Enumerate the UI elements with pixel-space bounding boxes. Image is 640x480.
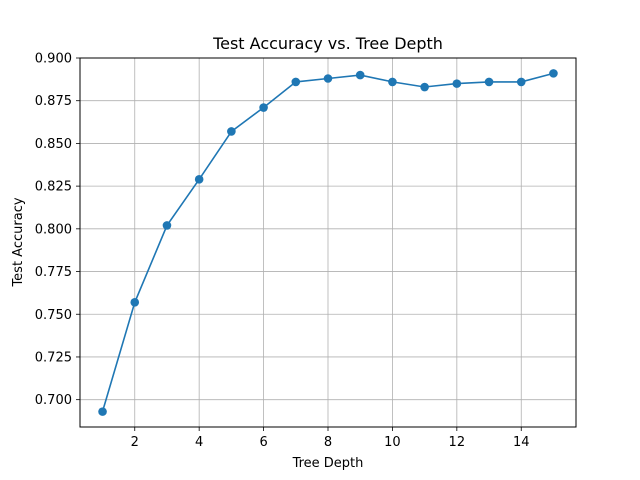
- data-point: [452, 79, 462, 88]
- y-tick-label: 0.750: [35, 308, 72, 323]
- data-point: [355, 70, 365, 80]
- axis-ticks: 2 4 6 8 10 12 14 0.700 0.725 0.750 0.775 0.800 0.825…: [35, 52, 530, 451]
- y-tick-label: 0.725: [35, 350, 72, 365]
- plot-frame: [79, 57, 577, 428]
- x-tick-label: 2: [131, 435, 139, 450]
- data-point: [162, 221, 172, 230]
- data-point: [516, 77, 526, 87]
- data-series: [98, 69, 558, 416]
- data-point: [98, 407, 107, 416]
- data-point: [420, 82, 429, 92]
- data-point: [130, 297, 140, 307]
- data-point: [323, 74, 333, 83]
- data-point: [194, 174, 204, 184]
- y-tick-label: 0.825: [35, 180, 72, 195]
- x-tick-label: 6: [259, 435, 267, 450]
- x-tick-label: 8: [324, 435, 332, 450]
- x-tick-label: 12: [449, 435, 466, 450]
- y-tick-label: 0.775: [35, 265, 72, 280]
- chart-title: Test Accuracy vs. Tree Depth: [212, 34, 443, 53]
- grid-lines: [80, 57, 576, 427]
- data-point: [227, 127, 236, 136]
- data-point: [484, 77, 494, 87]
- y-axis-title: Test Accuracy: [11, 197, 26, 287]
- x-tick-label: 14: [513, 435, 530, 450]
- data-point: [291, 77, 301, 87]
- y-tick-label: 0.850: [35, 137, 72, 152]
- y-tick-label: 0.875: [35, 94, 72, 109]
- data-point: [259, 103, 268, 112]
- x-axis-title: Tree Depth: [292, 456, 364, 471]
- y-tick-label: 0.800: [35, 222, 72, 237]
- data-point: [549, 69, 558, 78]
- y-tick-label: 0.700: [35, 393, 72, 408]
- data-point: [388, 77, 397, 87]
- y-tick-label: 0.900: [35, 52, 72, 67]
- x-tick-label: 10: [384, 435, 401, 450]
- x-tick-label: 4: [195, 435, 203, 450]
